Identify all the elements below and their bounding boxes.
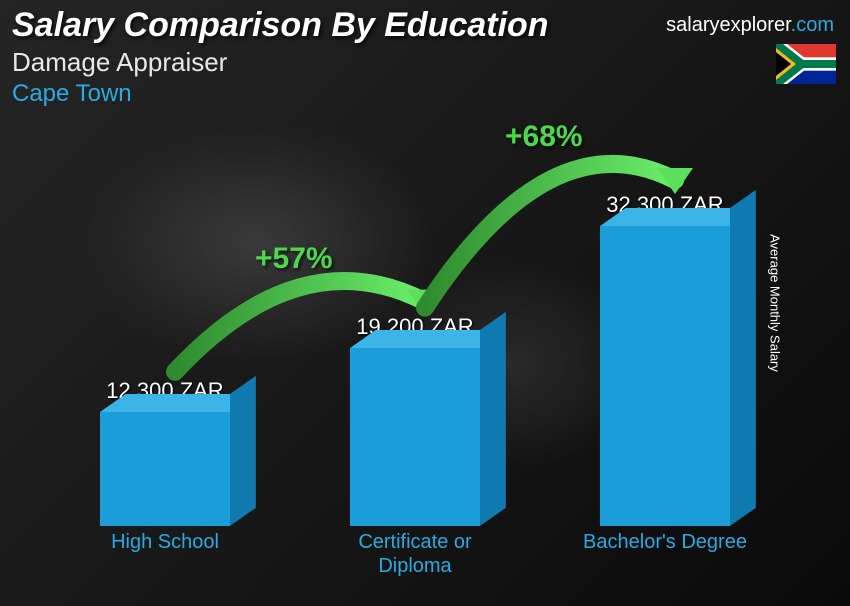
chart-subtitle: Damage Appraiser xyxy=(12,47,838,78)
bar-chart: 12,300 ZAR 19,200 ZAR 32,300 ZAR High Sc… xyxy=(40,140,790,586)
bar-label: Certificate or Diploma xyxy=(325,530,505,586)
bar-front-face xyxy=(600,226,730,526)
bar xyxy=(600,226,730,526)
bar xyxy=(100,412,230,526)
bar-group: 12,300 ZAR xyxy=(75,378,255,526)
brand-name: salaryexplorer xyxy=(666,14,791,36)
bar-group: 32,300 ZAR xyxy=(575,192,755,526)
bar-label: High School xyxy=(75,530,255,586)
bar-side-face xyxy=(730,190,756,526)
bar-front-face xyxy=(350,348,480,526)
bar xyxy=(350,348,480,526)
bar-front-face xyxy=(100,412,230,526)
increase-pct: +68% xyxy=(505,120,583,154)
bar-label: Bachelor's Degree xyxy=(575,530,755,586)
labels-container: High School Certificate or Diploma Bachelo… xyxy=(40,530,790,586)
chart-location: Cape Town xyxy=(12,80,838,108)
y-axis-label: Average Monthly Salary xyxy=(768,234,783,372)
bar-group: 19,200 ZAR xyxy=(325,314,505,526)
bar-side-face xyxy=(480,312,506,526)
bar-side-face xyxy=(230,376,256,526)
flag-icon xyxy=(776,44,836,84)
bars-container: 12,300 ZAR 19,200 ZAR 32,300 ZAR xyxy=(40,140,790,526)
brand-logo: salaryexplorer.com xyxy=(666,14,834,37)
increase-pct: +57% xyxy=(255,242,333,276)
brand-tld: .com xyxy=(791,14,834,36)
